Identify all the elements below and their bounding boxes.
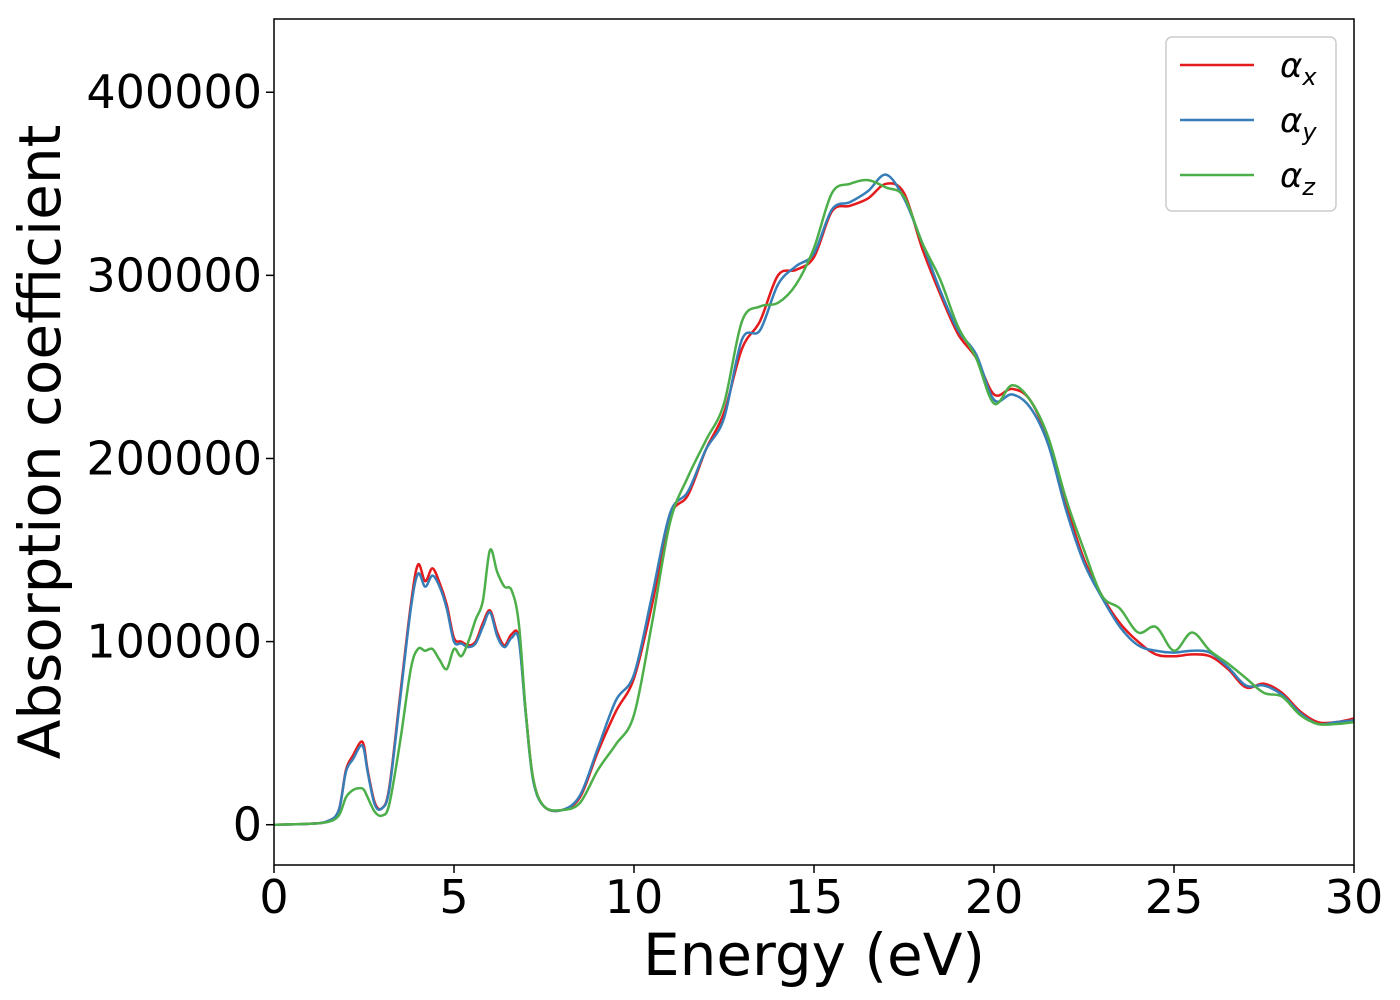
y-tick-label: 0 [233,798,262,852]
y-tick-label: 200000 [86,431,262,485]
x-tick-label: 25 [1145,870,1204,924]
y-axis-title: Absorption coefficient [6,125,74,760]
y-tick-label: 300000 [86,248,262,302]
x-tick-label: 30 [1325,870,1384,924]
x-tick-label: 10 [605,870,664,924]
x-axis: 0 5 10 15 20 25 30 [259,865,1383,924]
series-line-y [274,173,1354,826]
x-tick-label: 0 [259,870,288,924]
x-tick-label: 20 [965,870,1024,924]
legend-box [1165,36,1337,212]
legend-label-z: αz [1280,156,1316,201]
legend: αx αy αz [1165,36,1337,212]
y-axis: 0 100000 200000 300000 400000 [86,65,274,852]
x-axis-title: Energy (eV) [643,921,985,989]
y-tick-label: 100000 [86,615,262,669]
y-tick-label: 400000 [86,65,262,119]
series-layer [274,173,1354,826]
legend-label-x: αx [1280,46,1317,91]
series-line-z [274,178,1354,826]
x-tick-label: 15 [785,870,844,924]
legend-label-y: αy [1280,101,1317,146]
x-tick-label: 5 [439,870,468,924]
